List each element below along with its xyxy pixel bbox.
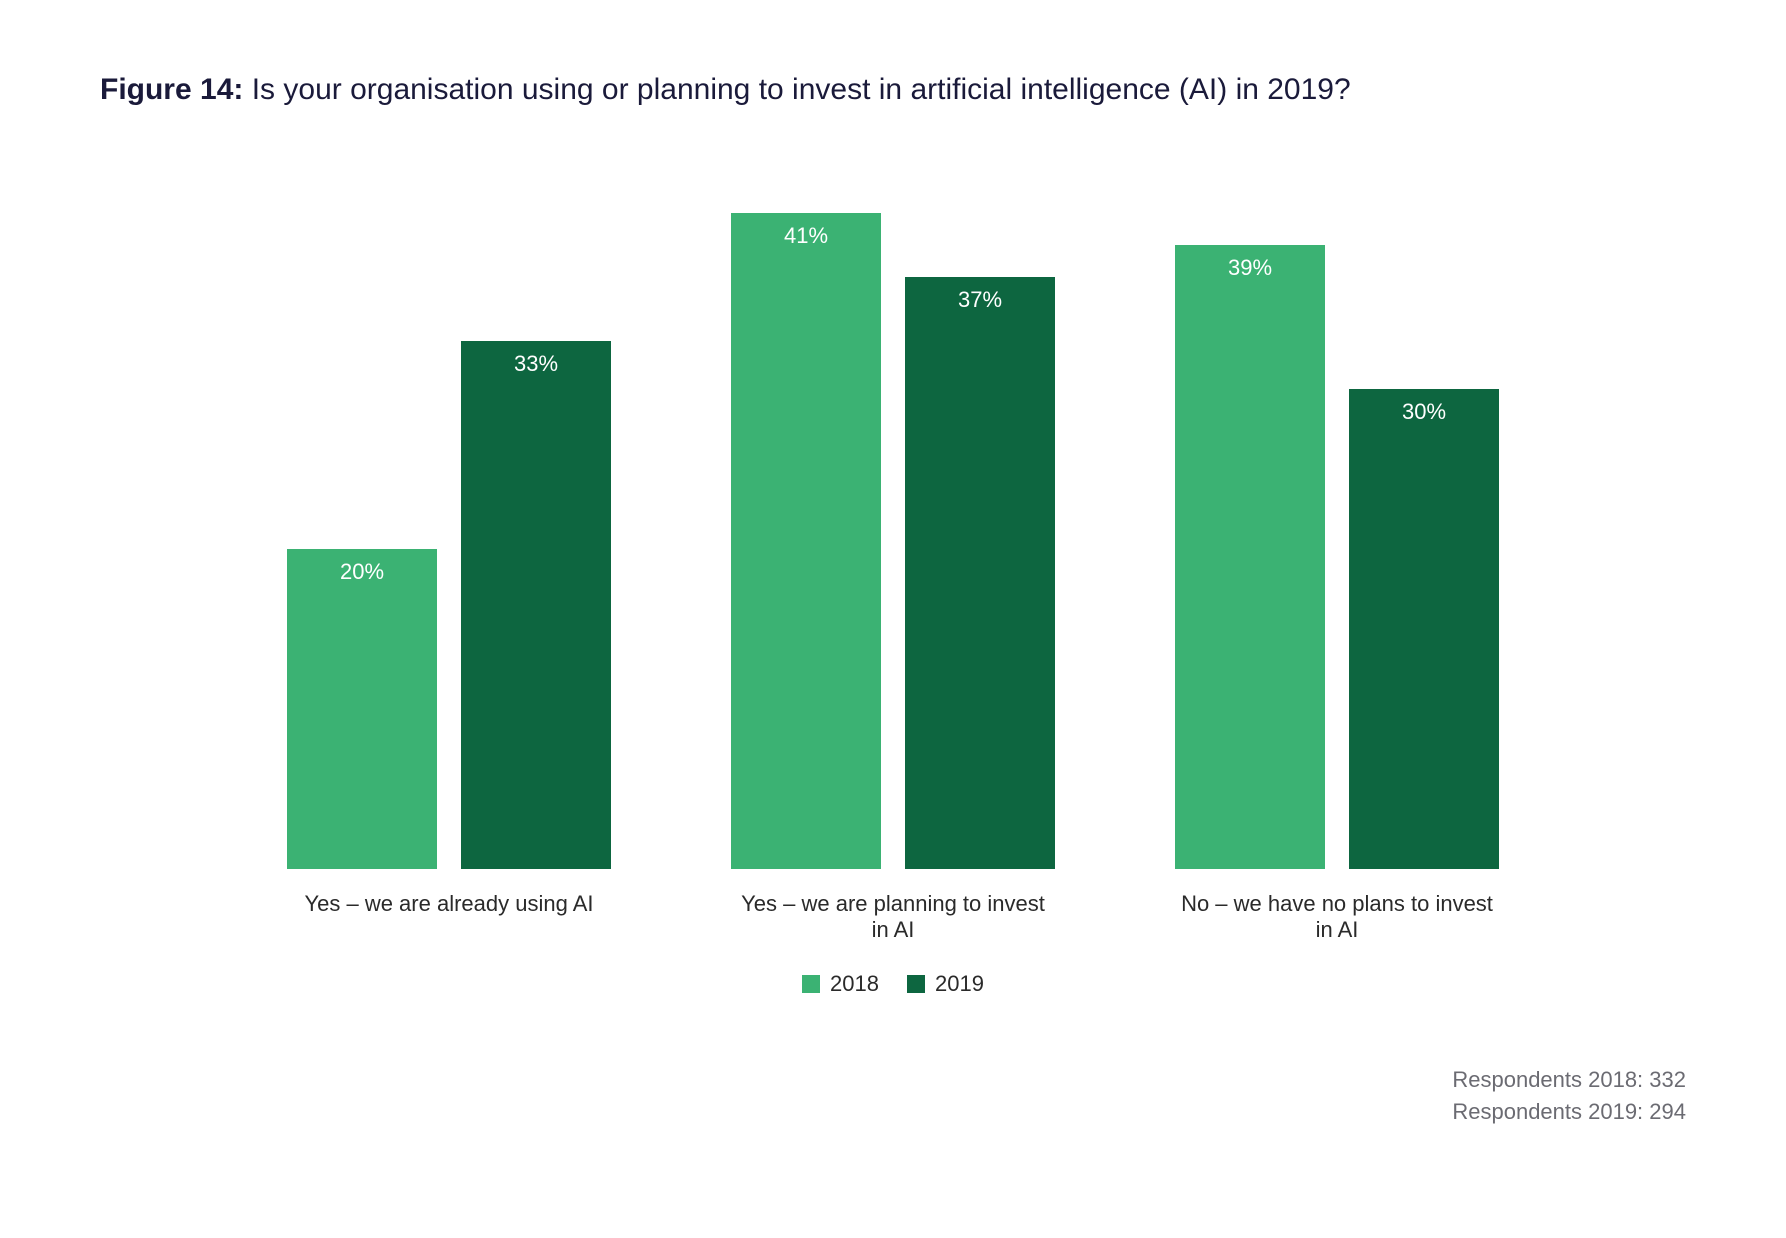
bar-no-plans-2019: 30% [1349,389,1499,869]
bar-value-label: 41% [731,223,881,249]
bar-groups: 20% 33% 41% 37% 39% [163,149,1623,869]
figure-container: Figure 14: Is your organisation using or… [0,0,1786,1238]
chart: 20% 33% 41% 37% 39% [163,149,1623,997]
bar-value-label: 37% [905,287,1055,313]
bar-value-label: 20% [287,559,437,585]
footnotes: Respondents 2018: 332 Respondents 2019: … [1452,1064,1686,1128]
bar-already-using-2019: 33% [461,341,611,869]
bar-no-plans-2018: 39% [1175,245,1325,869]
group-no-plans: 39% 30% [1175,149,1499,869]
x-axis-labels: Yes – we are already using AI Yes – we a… [163,891,1623,943]
bar-planning-invest-2018: 41% [731,213,881,869]
legend-swatch-2018 [802,975,820,993]
x-label-no-plans: No – we have no plans to invest in AI [1175,891,1499,943]
legend-label-2019: 2019 [935,971,984,997]
legend-item-2018: 2018 [802,971,879,997]
figure-question: Is your organisation using or planning t… [252,73,1351,106]
bar-value-label: 30% [1349,399,1499,425]
group-already-using: 20% 33% [287,149,611,869]
bar-value-label: 33% [461,351,611,377]
x-label-planning-invest: Yes – we are planning to invest in AI [731,891,1055,943]
figure-number: Figure 14: [100,73,243,106]
bar-already-using-2018: 20% [287,549,437,869]
legend-label-2018: 2018 [830,971,879,997]
bar-planning-invest-2019: 37% [905,277,1055,869]
bar-value-label: 39% [1175,255,1325,281]
plot-area: 20% 33% 41% 37% 39% [163,149,1623,869]
figure-title: Figure 14: Is your organisation using or… [100,70,1686,109]
legend-swatch-2019 [907,975,925,993]
footnote-line: Respondents 2019: 294 [1452,1096,1686,1128]
x-label-already-using: Yes – we are already using AI [287,891,611,943]
group-planning-invest: 41% 37% [731,149,1055,869]
legend-item-2019: 2019 [907,971,984,997]
legend: 2018 2019 [163,971,1623,997]
footnote-line: Respondents 2018: 332 [1452,1064,1686,1096]
